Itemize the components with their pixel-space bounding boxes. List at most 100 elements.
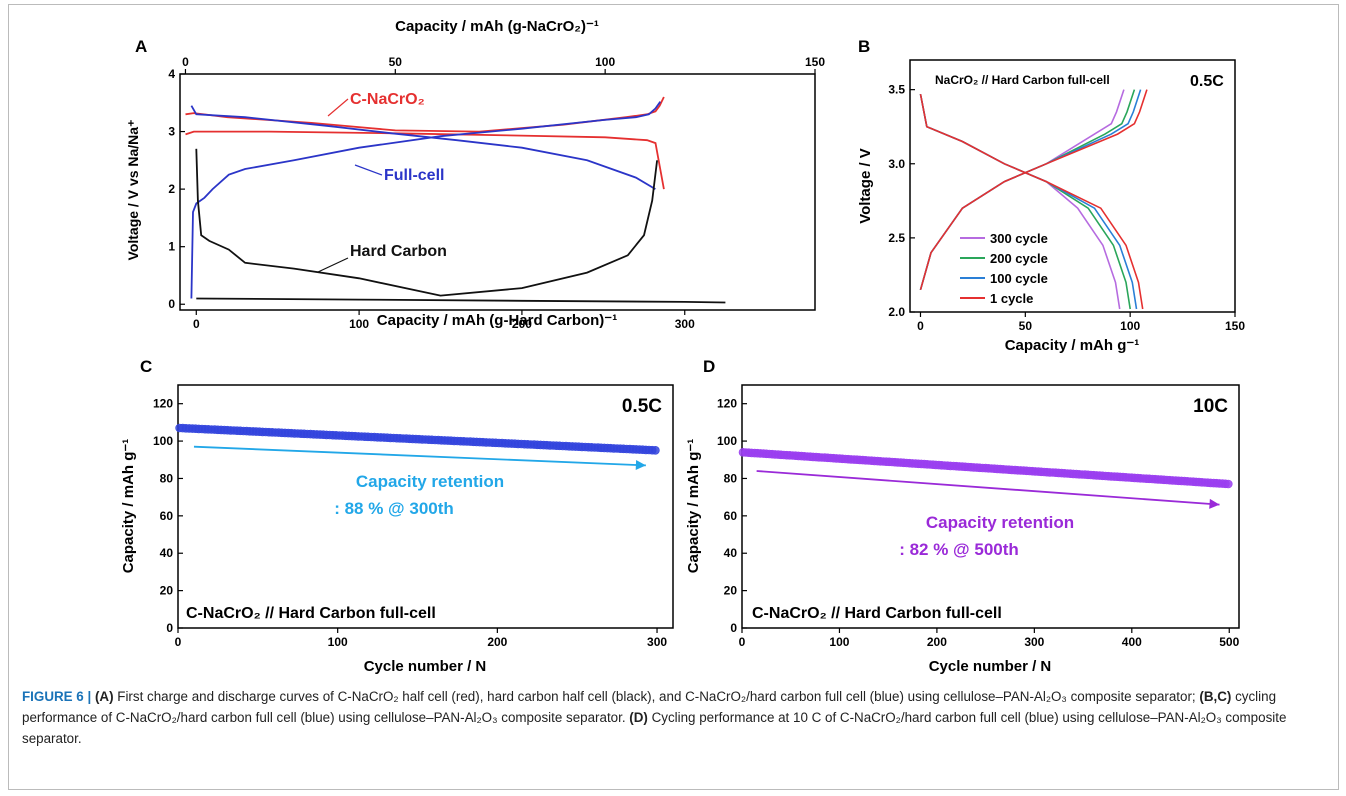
panel-c-data-point — [651, 445, 660, 455]
panel-b-discharge-3 — [919, 93, 1144, 310]
panel-a-xlabel: Capacity / mAh (g-Hard Carbon)⁻¹ — [377, 312, 617, 329]
annotation-c-nacro2: C-NaCrO₂ — [350, 91, 425, 108]
caption-figure-label: FIGURE 6 | — [22, 689, 92, 704]
panel-c-xlabel: Cycle number / N — [364, 658, 487, 675]
panel-b-x-tick-label: 50 — [1019, 319, 1033, 333]
panel-d-y-tick-label: 100 — [717, 434, 737, 448]
panel-c-retention-arrow — [193, 445, 646, 467]
panel-d-x-tick-label: 100 — [829, 635, 849, 649]
panel-a-y-tick-label: 4 — [168, 67, 175, 81]
panel-d-y-tick-label: 40 — [724, 546, 738, 560]
panel-c-plot-area — [177, 384, 674, 629]
panel-b-y-tick-label: 2.0 — [888, 305, 905, 319]
panel-d-y-tick-label: 20 — [724, 584, 738, 598]
panel-c-x-tick-label: 200 — [487, 635, 507, 649]
panel-b-y-tick-label: 2.5 — [888, 231, 905, 245]
panel-c-x-tick-label: 100 — [328, 635, 348, 649]
annotation-hard-carbon-pointer — [317, 257, 349, 273]
panel-a-x2-tick-label: 50 — [389, 55, 403, 69]
panel-c-retention-arrowhead — [635, 460, 646, 470]
panel-a-x-tick-label: 0 — [193, 317, 200, 331]
panel-a-series-5 — [196, 297, 726, 304]
panel-c-x-tick-label: 300 — [647, 635, 667, 649]
panel-b-title: NaCrO₂ // Hard Carbon full-cell — [935, 73, 1110, 87]
panel-d-cell-label: C-NaCrO₂ // Hard Carbon full-cell — [752, 605, 1002, 622]
panel-d-x-tick-label: 400 — [1122, 635, 1142, 649]
annotation-full-cell: Full-cell — [384, 167, 444, 184]
panel-c-rate: 0.5C — [622, 396, 662, 417]
panel-b-xlabel: Capacity / mAh g⁻¹ — [1005, 337, 1140, 354]
panel-a-x2-tick-label: 100 — [595, 55, 615, 69]
panel-c-ylabel: Capacity / mAh g⁻¹ — [120, 439, 137, 574]
panel-a-chart: 0 100 200 300 0 50 100 150 0 1 2 3 4 Capacity / mAh … — [125, 18, 825, 331]
figure-frame — [8, 4, 1339, 790]
panel-b-rate: 0.5C — [1190, 73, 1224, 90]
panel-b-legend-label: 200 cycle — [990, 251, 1048, 266]
panel-b-ylabel: Voltage / V — [857, 148, 874, 224]
panel-d-retention-arrow — [756, 470, 1220, 506]
panel-b-y-tick-label: 3.5 — [888, 83, 905, 97]
panel-a-x-tick-label: 300 — [675, 317, 695, 331]
panel-d-data-point — [1224, 479, 1233, 489]
annotation-c-nacro2-pointer — [327, 98, 349, 117]
panel-letter-a: A — [135, 37, 147, 56]
panel-c-y-tick-label: 0 — [166, 621, 173, 635]
panel-d-rate: 10C — [1193, 396, 1228, 417]
annotation-hard-carbon: Hard Carbon — [350, 243, 447, 260]
panel-d-chart: 0 100 200 300 400 500 0 20 40 60 80 100 120 10C Capa… — [685, 384, 1240, 675]
panel-c-y-tick-label: 80 — [160, 471, 174, 485]
panel-a-series-0 — [185, 96, 665, 133]
panel-a-y-tick-label: 1 — [168, 240, 175, 254]
panel-a-x2-tick-label: 150 — [805, 55, 825, 69]
panel-d-x-tick-label: 200 — [927, 635, 947, 649]
panel-a-plot-area — [179, 73, 816, 311]
panel-a-y-tick-label: 0 — [168, 297, 175, 311]
panel-a-y-tick-label: 3 — [168, 125, 175, 139]
panel-d-y-tick-label: 60 — [724, 509, 738, 523]
panel-a-series-3 — [190, 105, 656, 190]
panel-b-chart: 0 50 100 150 2.0 2.5 3.0 3.5 NaCrO₂ // Hard Car… — [857, 59, 1245, 354]
panel-c-y-tick-label: 20 — [160, 584, 174, 598]
panel-a-series-2 — [190, 101, 662, 299]
panel-a-series-4 — [195, 148, 658, 297]
panel-a-x2-tick-label: 0 — [182, 55, 189, 69]
panel-d-xlabel: Cycle number / N — [929, 658, 1052, 675]
panel-d-y-tick-label: 120 — [717, 397, 737, 411]
annotation-full-cell-pointer — [354, 164, 383, 176]
panel-b-legend-label: 100 cycle — [990, 271, 1048, 286]
panel-c-retention-line2: : 88 % @ 300th — [334, 499, 454, 518]
panel-a-y-tick-label: 2 — [168, 182, 175, 196]
panel-b-plot-area — [909, 59, 1236, 313]
panel-a-x2label: Capacity / mAh (g-NaCrO₂)⁻¹ — [395, 18, 599, 35]
panel-d-x-tick-label: 500 — [1219, 635, 1239, 649]
panel-a-x-tick-label: 200 — [512, 317, 532, 331]
panel-letter-d: D — [703, 357, 715, 376]
panel-d-retention-line2: : 82 % @ 500th — [899, 540, 1019, 559]
panel-c-y-tick-label: 60 — [160, 509, 174, 523]
panel-c-cell-label: C-NaCrO₂ // Hard Carbon full-cell — [186, 605, 436, 622]
panel-b-x-tick-label: 150 — [1225, 319, 1245, 333]
panel-b-legend-label: 300 cycle — [990, 231, 1048, 246]
caption-panel-a: (A) — [94, 689, 114, 704]
panel-a-ylabel: Voltage / V vs Na/Na⁺ — [125, 120, 141, 261]
panel-c-y-tick-label: 40 — [160, 546, 174, 560]
panel-letter-c: C — [140, 357, 152, 376]
caption-panel-bc: (B,C) — [1199, 689, 1232, 704]
panel-b-x-tick-label: 0 — [917, 319, 924, 333]
panel-d-x-tick-label: 300 — [1024, 635, 1044, 649]
panel-d-x-tick-label: 0 — [739, 635, 746, 649]
panel-d-ylabel: Capacity / mAh g⁻¹ — [685, 439, 702, 574]
panel-b-charge-3 — [919, 89, 1148, 291]
caption-text-a: First charge and discharge curves of C-N… — [113, 689, 1200, 704]
panel-c-x-tick-label: 0 — [175, 635, 182, 649]
panel-c-chart: 0 100 200 300 0 20 40 60 80 100 120 0.5C Capacity … — [120, 384, 674, 675]
panel-d-plot-area — [741, 384, 1240, 629]
panel-b-y-tick-label: 3.0 — [888, 157, 905, 171]
figure-caption: FIGURE 6 | (A) First charge and discharg… — [22, 686, 1332, 749]
panel-b-x-tick-label: 100 — [1120, 319, 1140, 333]
caption-text-bc: cycling performance of C-NaCrO₂/hard car… — [22, 689, 1277, 725]
panel-d-y-tick-label: 80 — [724, 471, 738, 485]
panel-d-retention-line1: Capacity retention — [926, 513, 1074, 532]
panel-c-y-tick-label: 120 — [153, 397, 173, 411]
